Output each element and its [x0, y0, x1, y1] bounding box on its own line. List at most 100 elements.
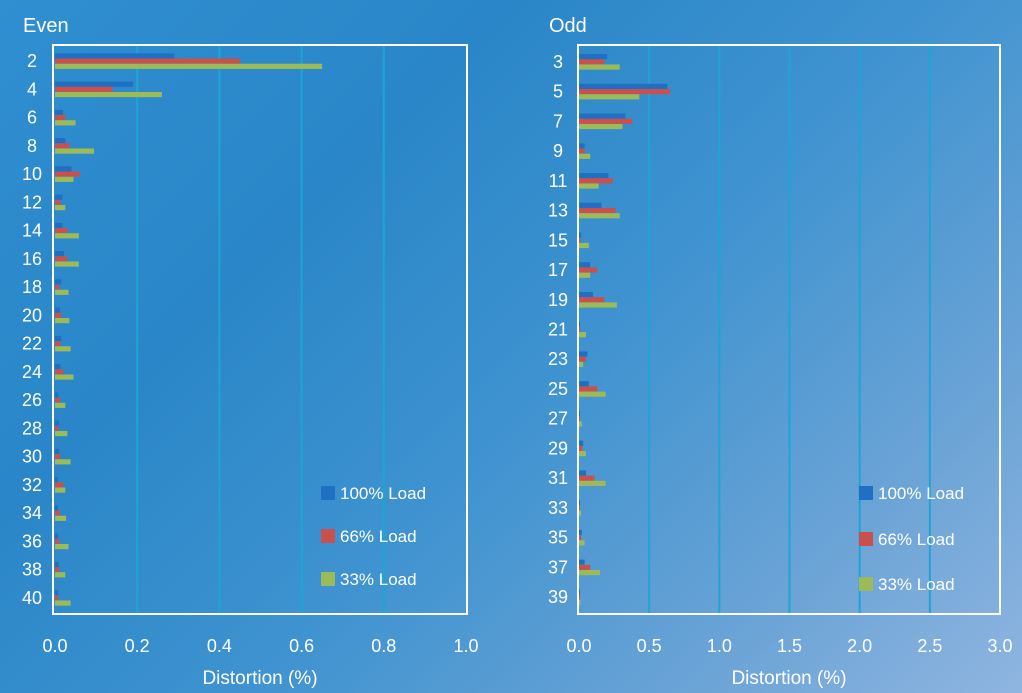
odd-category-label: 17: [548, 260, 568, 280]
even-category-label: 28: [22, 418, 42, 438]
even-chart-title: Even: [23, 15, 69, 37]
even-bar-32-s0: [55, 477, 58, 483]
even-bar-30-s1: [55, 454, 60, 460]
odd-bar-37-s1: [579, 564, 591, 570]
even-bar-30-s2: [55, 459, 71, 465]
even-bar-2-s1: [55, 58, 240, 64]
odd-bar-35-s1: [579, 535, 582, 541]
even-category-label: 36: [22, 531, 42, 551]
odd-category-label: 27: [548, 409, 568, 429]
even-category-label: 34: [22, 503, 42, 523]
even-bar-26-s2: [55, 402, 66, 408]
even-legend-label-33: 33% Load: [340, 570, 417, 589]
odd-legend-swatch-66: [859, 532, 873, 546]
odd-legend-swatch-33: [859, 577, 873, 591]
odd-x-tick-label: 2.5: [917, 636, 942, 656]
even-bar-22-s2: [55, 346, 71, 352]
even-category-label: 32: [22, 475, 42, 495]
even-x-tick-labels: 0.0 0.2 0.4 0.6 0.8 1.0: [42, 636, 478, 656]
odd-bar-9-s0: [579, 143, 585, 149]
even-legend-label-100: 100% Load: [340, 484, 426, 503]
even-legend-label-66: 66% Load: [340, 527, 417, 546]
even-bar-12-s1: [55, 199, 61, 205]
even-x-tick-label: 1.0: [453, 636, 478, 656]
even-x-tick-label: 0.2: [125, 636, 150, 656]
odd-legend-label-33: 33% Load: [878, 575, 955, 594]
odd-bar-33-s2: [579, 510, 582, 516]
odd-bar-21-s1: [579, 326, 581, 333]
odd-bar-3-s1: [579, 59, 605, 65]
even-bar-12-s0: [55, 194, 63, 200]
even-bar-38-s1: [55, 567, 60, 573]
odd-bar-39-s2: [579, 599, 581, 605]
odd-bar-11-s1: [579, 178, 613, 184]
odd-bar-11-s2: [579, 183, 599, 189]
odd-x-tick-label: 2.0: [847, 636, 872, 656]
even-bar-40-s2: [55, 600, 71, 606]
even-bar-10-s2: [55, 176, 74, 182]
even-plot-frame: [52, 44, 468, 615]
even-bar-4-s0: [55, 81, 134, 87]
odd-category-label: 29: [548, 438, 568, 458]
odd-gridlines: [648, 46, 931, 613]
odd-bar-39-s0: [579, 589, 580, 595]
even-bars: [55, 53, 323, 606]
odd-category-label: 3: [553, 52, 563, 72]
odd-bars: [579, 54, 671, 605]
even-legend-swatch-33: [321, 572, 335, 586]
even-bar-26-s0: [55, 392, 59, 398]
even-bar-8-s0: [55, 138, 66, 144]
even-bar-40-s0: [55, 590, 59, 596]
even-category-label: 4: [27, 79, 37, 99]
even-bar-4-s1: [55, 86, 113, 92]
odd-category-label: 5: [553, 82, 563, 102]
even-chart: Even 24681012141618202224262830323436384…: [22, 15, 479, 689]
odd-category-label: 31: [548, 468, 568, 488]
even-bar-26-s1: [55, 397, 60, 403]
even-bar-28-s0: [55, 420, 60, 426]
odd-bar-29-s1: [579, 445, 583, 452]
odd-bar-15-s1: [579, 237, 581, 243]
odd-category-label: 33: [548, 498, 568, 518]
odd-bar-13-s0: [579, 202, 602, 208]
even-bar-36-s0: [55, 533, 58, 539]
even-bar-28-s1: [55, 425, 59, 431]
even-bar-12-s2: [55, 204, 66, 211]
odd-category-label: 15: [548, 230, 568, 250]
odd-category-label: 7: [553, 111, 563, 131]
odd-bar-9-s2: [579, 153, 591, 159]
even-bar-8-s2: [55, 148, 95, 154]
even-category-label: 22: [22, 334, 42, 354]
odd-legend-swatch-100: [859, 486, 873, 500]
odd-bar-29-s2: [579, 451, 587, 457]
odd-category-label: 11: [549, 171, 568, 191]
even-bar-24-s1: [55, 369, 64, 375]
even-bar-30-s0: [55, 448, 60, 455]
odd-bar-23-s0: [579, 351, 588, 357]
odd-bar-5-s1: [579, 89, 671, 95]
even-bar-40-s1: [55, 595, 59, 601]
odd-category-label: 35: [548, 528, 568, 548]
odd-bar-7-s2: [579, 123, 623, 130]
odd-bar-19-s1: [579, 297, 605, 303]
odd-bar-23-s1: [579, 356, 587, 362]
odd-chart-title: Odd: [549, 15, 587, 37]
odd-bar-31-s2: [579, 480, 606, 486]
even-bar-22-s1: [55, 341, 61, 347]
even-bar-34-s0: [55, 505, 58, 511]
odd-bar-27-s2: [579, 421, 582, 427]
odd-bar-35-s0: [579, 529, 582, 536]
odd-legend: 100% Load 66% Load 33% Load: [859, 484, 964, 594]
even-x-tick-label: 0.4: [207, 636, 232, 656]
odd-bar-31-s0: [579, 470, 587, 476]
odd-bar-33-s1: [579, 505, 580, 511]
odd-bar-31-s1: [579, 475, 595, 481]
even-category-label: 24: [22, 362, 42, 382]
even-bar-36-s1: [55, 538, 60, 544]
even-bar-10-s1: [55, 171, 80, 177]
even-bar-14-s1: [55, 228, 68, 234]
odd-x-tick-label: 1.0: [707, 636, 732, 656]
